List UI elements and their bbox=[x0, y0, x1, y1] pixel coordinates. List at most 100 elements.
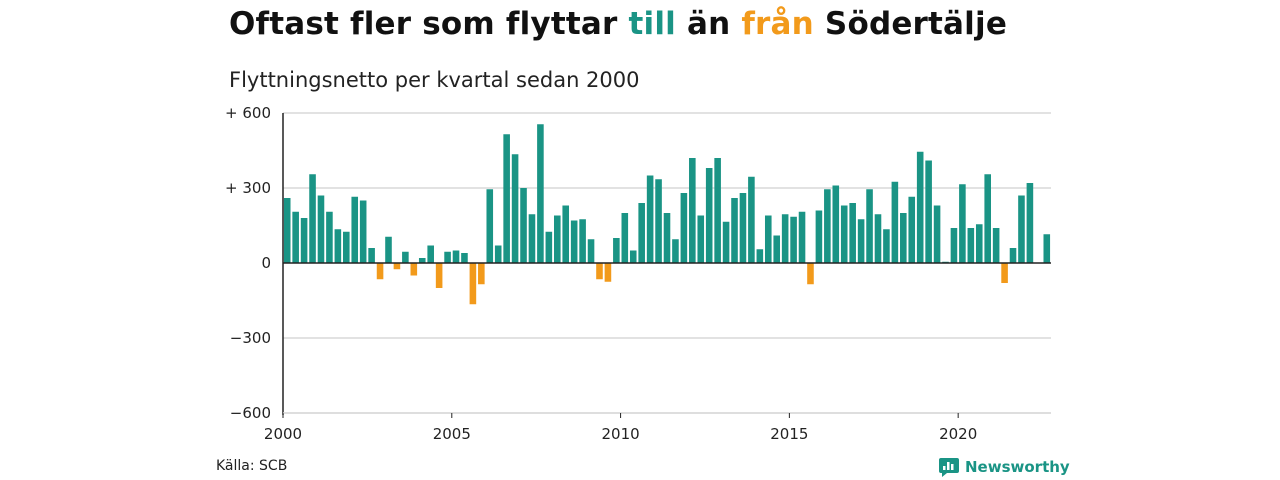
bar bbox=[925, 160, 932, 263]
bar bbox=[520, 188, 527, 263]
bar bbox=[790, 216, 797, 263]
bar bbox=[824, 189, 831, 263]
bar bbox=[562, 205, 570, 263]
bar bbox=[714, 158, 721, 263]
x-tick-label: 2005 bbox=[433, 425, 471, 443]
bar bbox=[343, 231, 350, 263]
chart-subtitle: Flyttningsnetto per kvartal sedan 2000 bbox=[229, 68, 640, 92]
bar bbox=[478, 263, 485, 285]
bar bbox=[309, 174, 316, 263]
bar bbox=[950, 228, 958, 263]
bar bbox=[444, 251, 451, 263]
bar bbox=[553, 215, 561, 263]
x-tick-label: 2000 bbox=[264, 425, 302, 443]
bar bbox=[570, 220, 578, 263]
bar bbox=[621, 213, 629, 263]
bar bbox=[613, 238, 620, 263]
axis-layer: + 600 + 300 0 −300 −600 2000 2005 2010 2015 2020 bbox=[225, 104, 1051, 443]
bar bbox=[663, 213, 671, 263]
y-tick-label: −600 bbox=[230, 404, 271, 422]
bar bbox=[1018, 195, 1025, 263]
bar bbox=[334, 229, 342, 263]
bar bbox=[849, 203, 856, 263]
bar bbox=[1026, 183, 1034, 263]
bar bbox=[300, 218, 308, 263]
bar bbox=[722, 221, 730, 263]
bar bbox=[680, 193, 688, 263]
source-note: Källa: SCB bbox=[216, 458, 288, 474]
bar bbox=[410, 263, 418, 276]
bar bbox=[385, 236, 392, 263]
y-tick-label: + 600 bbox=[225, 104, 271, 122]
bar bbox=[1043, 234, 1051, 263]
bar bbox=[984, 174, 991, 263]
bar bbox=[840, 205, 848, 263]
bar bbox=[908, 196, 916, 263]
x-tick-label: 2010 bbox=[601, 425, 639, 443]
brand-name: Newsworthy bbox=[965, 458, 1070, 476]
bar bbox=[486, 189, 494, 263]
bar bbox=[545, 231, 553, 263]
bar bbox=[731, 198, 738, 263]
bar bbox=[359, 200, 367, 263]
y-tick-label: 0 bbox=[261, 254, 271, 272]
bar bbox=[579, 219, 586, 263]
bar bbox=[748, 176, 755, 263]
bar bbox=[975, 224, 983, 263]
bar bbox=[368, 248, 375, 263]
bar bbox=[756, 249, 764, 263]
bar bbox=[283, 198, 291, 263]
bar bbox=[832, 185, 840, 263]
bar-chart: + 600 + 300 0 −300 −600 2000 2005 2010 2015 2020 bbox=[225, 104, 1051, 443]
bar bbox=[781, 214, 789, 263]
bar bbox=[798, 211, 806, 263]
bar bbox=[739, 193, 747, 263]
bar bbox=[317, 195, 325, 263]
bar bbox=[866, 189, 873, 263]
bar bbox=[537, 124, 544, 263]
bar bbox=[883, 229, 890, 263]
newsworthy-chart-icon bbox=[939, 458, 959, 477]
bar bbox=[857, 219, 865, 263]
bar bbox=[874, 214, 882, 263]
bar bbox=[326, 211, 333, 263]
bar bbox=[452, 250, 460, 263]
title-negative-word: från bbox=[741, 6, 814, 42]
bar bbox=[959, 184, 966, 263]
bar bbox=[494, 245, 502, 263]
brand-logo[interactable]: Newsworthy bbox=[938, 456, 1070, 478]
bar bbox=[376, 263, 384, 280]
bar bbox=[672, 239, 679, 263]
bar bbox=[967, 228, 975, 263]
bar bbox=[638, 203, 645, 263]
chart-title: Oftast fler som flyttar till än från Söd… bbox=[229, 6, 1007, 42]
bar bbox=[697, 215, 705, 263]
bar bbox=[1001, 263, 1008, 283]
bar-layer bbox=[283, 124, 1051, 305]
bar bbox=[933, 205, 941, 263]
title-part-2: än bbox=[675, 6, 742, 42]
bar bbox=[646, 175, 654, 263]
bar bbox=[402, 251, 409, 263]
bar bbox=[511, 154, 519, 263]
x-tick-label: 2020 bbox=[939, 425, 977, 443]
x-tick-label: 2015 bbox=[770, 425, 808, 443]
y-tick-label: + 300 bbox=[225, 179, 271, 197]
bar bbox=[528, 214, 536, 263]
bar bbox=[604, 263, 612, 282]
bar bbox=[773, 235, 781, 263]
title-part-1: Oftast fler som flyttar bbox=[229, 6, 629, 42]
bar bbox=[705, 168, 713, 263]
bar bbox=[427, 245, 434, 263]
bar bbox=[916, 151, 924, 263]
title-positive-word: till bbox=[628, 6, 676, 42]
bar bbox=[1009, 248, 1017, 263]
bar bbox=[461, 253, 468, 263]
bar bbox=[629, 250, 637, 263]
bar bbox=[815, 210, 823, 263]
bar bbox=[655, 179, 662, 263]
bar bbox=[596, 263, 603, 280]
bar bbox=[393, 263, 401, 270]
y-tick-label: −300 bbox=[230, 329, 271, 347]
bar bbox=[469, 263, 477, 305]
